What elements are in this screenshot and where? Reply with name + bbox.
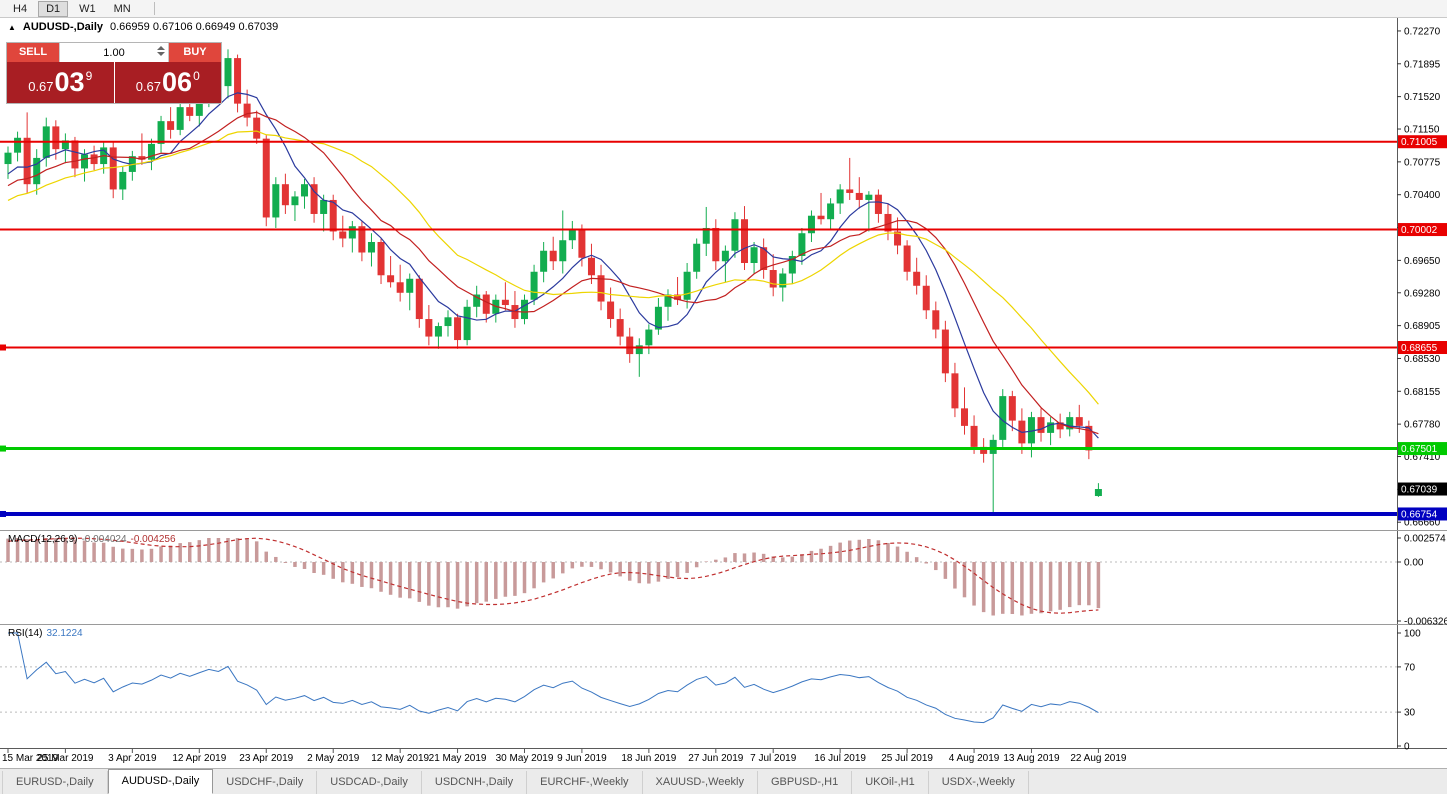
svg-text:4 Aug 2019: 4 Aug 2019	[949, 753, 1000, 764]
volume-value: 1.00	[103, 46, 125, 59]
svg-text:2 May 2019: 2 May 2019	[307, 753, 360, 764]
svg-text:0.67780: 0.67780	[1404, 420, 1441, 431]
svg-text:0.00: 0.00	[1404, 558, 1424, 569]
svg-text:0.69280: 0.69280	[1404, 288, 1441, 299]
chart-tabs-bar: EURUSD-,Daily AUDUSD-,Daily USDCHF-,Dail…	[0, 768, 1447, 794]
svg-text:12 May 2019: 12 May 2019	[371, 753, 429, 764]
horizontal-level-lines[interactable]: 0.71005 0.70002 0.68655 0.67501 0.66754 0.670…	[0, 135, 1447, 521]
svg-text:30 May 2019: 30 May 2019	[496, 753, 554, 764]
timeframe-w1-button[interactable]: W1	[79, 2, 96, 15]
toolbar-separator	[153, 2, 155, 15]
svg-text:0.67039: 0.67039	[1401, 485, 1438, 496]
tab-usdx-weekly[interactable]: USDX-,Weekly	[929, 771, 1029, 794]
svg-text:23 Apr 2019: 23 Apr 2019	[239, 753, 293, 764]
candlestick-series	[4, 49, 1102, 513]
svg-text:12 Apr 2019: 12 Apr 2019	[172, 753, 226, 764]
svg-text:0.71005: 0.71005	[1401, 137, 1438, 148]
svg-text:0.72270: 0.72270	[1404, 26, 1441, 37]
timeframe-toolbar: H4 D1 W1 MN	[0, 0, 1447, 18]
svg-text:0.002574: 0.002574	[1404, 534, 1446, 545]
svg-text:15 Mar 2019: 15 Mar 2019	[2, 753, 59, 764]
svg-text:0.70400: 0.70400	[1404, 190, 1441, 201]
svg-text:0.68530: 0.68530	[1404, 354, 1441, 365]
one-click-collapse-icon[interactable]: ▲	[8, 22, 16, 32]
svg-text:30: 30	[1404, 708, 1416, 719]
svg-text:7 Jul 2019: 7 Jul 2019	[750, 753, 797, 764]
svg-text:0.68155: 0.68155	[1404, 387, 1441, 398]
macd-indicator: 0.002574 0.00 -0.006326	[0, 534, 1447, 628]
tab-eurchf-weekly[interactable]: EURCHF-,Weekly	[527, 771, 643, 794]
svg-text:22 Aug 2019: 22 Aug 2019	[1070, 753, 1127, 764]
timeframe-mn-button[interactable]: MN	[113, 2, 131, 15]
svg-text:0: 0	[1404, 742, 1410, 753]
svg-text:0.70775: 0.70775	[1404, 157, 1441, 168]
svg-text:18 Jun 2019: 18 Jun 2019	[621, 753, 676, 764]
tab-usdcnh-daily[interactable]: USDCNH-,Daily	[422, 771, 528, 794]
svg-text:0.68905: 0.68905	[1404, 321, 1441, 332]
tab-xauusd-weekly[interactable]: XAUUSD-,Weekly	[643, 771, 758, 794]
sell-button[interactable]: SELL	[7, 43, 59, 62]
one-click-trading-panel: SELL 1.00 BUY 0.67 03 9 0.67 06 0	[6, 42, 222, 104]
tab-gbpusd-h1[interactable]: GBPUSD-,H1	[758, 771, 853, 794]
macd-indicator-label: MACD(12,26,9) -0.004024 -0.004256	[8, 534, 176, 545]
svg-text:9 Jun 2019: 9 Jun 2019	[557, 753, 607, 764]
svg-text:70: 70	[1404, 662, 1416, 673]
svg-text:100: 100	[1404, 629, 1421, 640]
tab-eurusd-daily[interactable]: EURUSD-,Daily	[2, 771, 108, 794]
buy-price-display[interactable]: 0.67 06 0	[114, 62, 221, 103]
svg-text:0.71895: 0.71895	[1404, 59, 1441, 70]
svg-text:0.68655: 0.68655	[1401, 343, 1438, 354]
volume-input[interactable]: 1.00	[59, 43, 169, 62]
buy-button[interactable]: BUY	[169, 43, 221, 62]
svg-text:0.69650: 0.69650	[1404, 256, 1441, 267]
svg-text:0.67501: 0.67501	[1401, 444, 1438, 455]
ohlc-values: 0.66959 0.67106 0.66949 0.67039	[110, 21, 279, 33]
svg-text:0.71520: 0.71520	[1404, 92, 1441, 103]
timeframe-d1-button[interactable]: D1	[38, 0, 69, 17]
svg-text:25 Jul 2019: 25 Jul 2019	[881, 753, 933, 764]
svg-text:0.67410: 0.67410	[1404, 452, 1441, 463]
symbol-period-label: AUDUSD-,Daily	[22, 21, 103, 33]
volume-decrease-icon[interactable]	[157, 52, 165, 56]
moving-average-lines	[7, 92, 1099, 439]
svg-text:21 May 2019: 21 May 2019	[429, 753, 487, 764]
volume-spinner[interactable]	[157, 46, 165, 56]
volume-increase-icon[interactable]	[157, 46, 165, 50]
tab-ukoil-h1[interactable]: UKOil-,H1	[852, 771, 929, 794]
svg-text:0.66754: 0.66754	[1401, 509, 1438, 520]
sell-price-display[interactable]: 0.67 03 9	[7, 62, 114, 103]
svg-text:25 Mar 2019: 25 Mar 2019	[37, 753, 94, 764]
chart-title: ▲ AUDUSD-,Daily 0.66959 0.67106 0.66949 …	[8, 21, 278, 33]
tab-usdcad-daily[interactable]: USDCAD-,Daily	[317, 771, 422, 794]
svg-text:0.70002: 0.70002	[1401, 225, 1438, 236]
panel-separators	[0, 18, 1447, 749]
svg-text:0.71150: 0.71150	[1404, 125, 1440, 136]
tab-usdchf-daily[interactable]: USDCHF-,Daily	[213, 771, 318, 794]
timeframe-h4-button[interactable]: H4	[13, 2, 28, 15]
tab-audusd-daily[interactable]: AUDUSD-,Daily	[107, 769, 214, 794]
rsi-indicator-label: RSI(14) 32.1224	[8, 628, 83, 639]
svg-text:0.66660: 0.66660	[1404, 518, 1441, 529]
svg-text:16 Jul 2019: 16 Jul 2019	[814, 753, 866, 764]
rsi-indicator: 100 70 30 0	[0, 629, 1421, 753]
svg-text:3 Apr 2019: 3 Apr 2019	[108, 753, 157, 764]
svg-text:-0.006326: -0.006326	[1404, 617, 1447, 628]
svg-text:13 Aug 2019: 13 Aug 2019	[1003, 753, 1060, 764]
svg-text:27 Jun 2019: 27 Jun 2019	[688, 753, 743, 764]
